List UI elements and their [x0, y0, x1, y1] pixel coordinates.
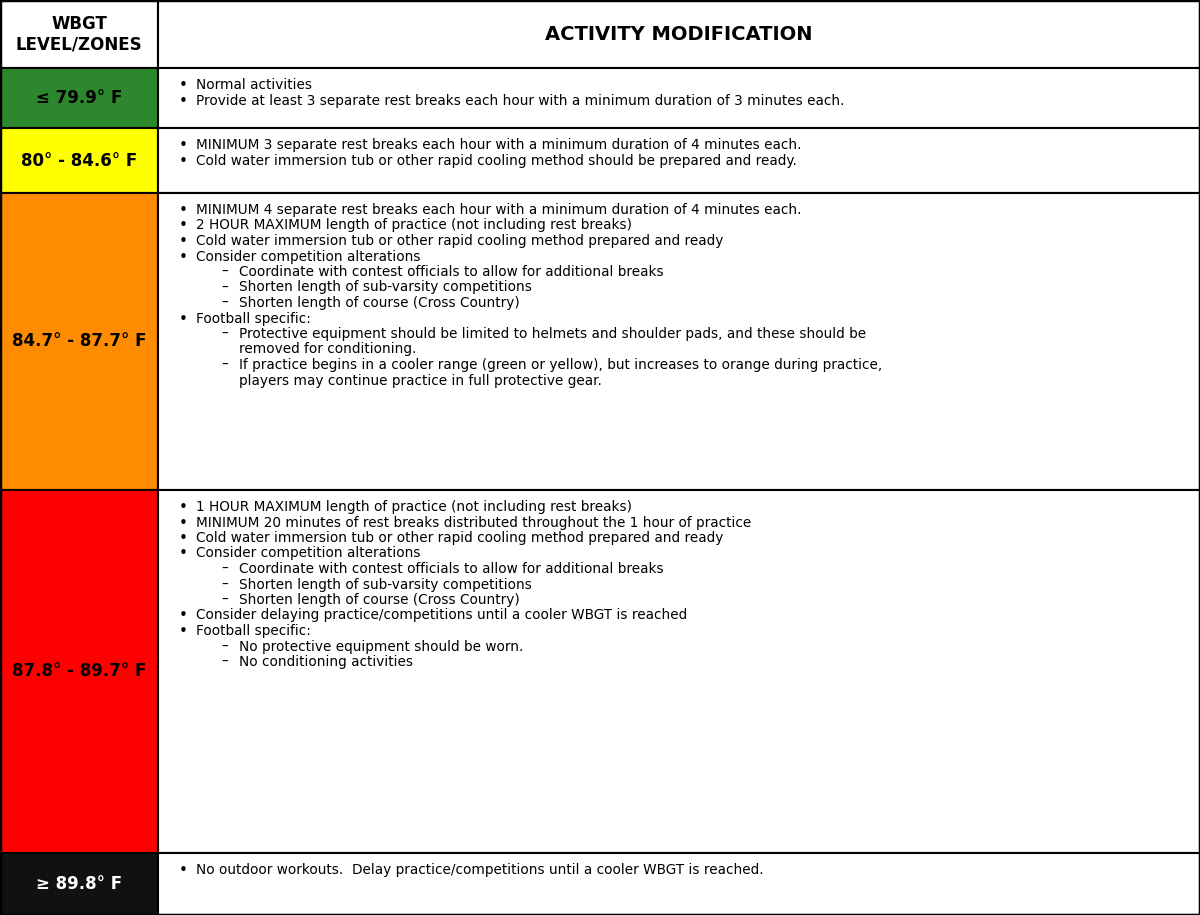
Bar	[158, 193, 1200, 490]
Bar	[158, 68, 1200, 128]
Text: 87.8° - 89.7° F: 87.8° - 89.7° F	[12, 662, 146, 681]
Text: If practice begins in a cooler range (green or yellow), but increases to orange : If practice begins in a cooler range (gr…	[240, 358, 883, 372]
Text: players may continue practice in full protective gear.: players may continue practice in full pr…	[240, 373, 602, 387]
Text: –: –	[222, 562, 228, 576]
Text: removed for conditioning.: removed for conditioning.	[240, 342, 416, 357]
Bar	[158, 853, 1200, 915]
Text: •: •	[179, 531, 187, 546]
Text: •: •	[179, 311, 187, 327]
Text: MINIMUM 3 separate rest breaks each hour with a minimum duration of 4 minutes ea: MINIMUM 3 separate rest breaks each hour…	[197, 138, 802, 152]
Text: •: •	[179, 608, 187, 623]
Text: –: –	[222, 655, 228, 669]
Text: Consider delaying practice/competitions until a cooler WBGT is reached: Consider delaying practice/competitions …	[197, 608, 688, 622]
Text: ACTIVITY MODIFICATION: ACTIVITY MODIFICATION	[546, 25, 812, 44]
Text: Football specific:: Football specific:	[197, 624, 311, 638]
Text: –: –	[222, 358, 228, 372]
Text: Shorten length of sub-varsity competitions: Shorten length of sub-varsity competitio…	[240, 281, 533, 295]
Text: 2 HOUR MAXIMUM length of practice (not including rest breaks): 2 HOUR MAXIMUM length of practice (not i…	[197, 219, 632, 232]
Text: •: •	[179, 154, 187, 168]
Text: •: •	[179, 624, 187, 639]
Text: Cold water immersion tub or other rapid cooling method prepared and ready: Cold water immersion tub or other rapid …	[197, 234, 724, 248]
Text: –: –	[222, 281, 228, 295]
Text: 84.7° - 87.7° F: 84.7° - 87.7° F	[12, 332, 146, 350]
Text: •: •	[179, 138, 187, 153]
Text: No protective equipment should be worn.: No protective equipment should be worn.	[240, 640, 523, 653]
Text: No outdoor workouts.  Delay practice/competitions until a cooler WBGT is reached: No outdoor workouts. Delay practice/comp…	[197, 863, 764, 877]
Text: –: –	[222, 640, 228, 653]
Text: –: –	[222, 265, 228, 279]
Text: •: •	[179, 93, 187, 109]
Bar	[0, 68, 158, 128]
Text: Coordinate with contest officials to allow for additional breaks: Coordinate with contest officials to all…	[240, 562, 664, 576]
Text: Consider competition alterations: Consider competition alterations	[197, 250, 421, 264]
Text: –: –	[222, 577, 228, 591]
Bar	[158, 128, 1200, 193]
Text: •: •	[179, 219, 187, 233]
Text: Football specific:: Football specific:	[197, 311, 311, 326]
Text: •: •	[179, 863, 187, 878]
Text: •: •	[179, 234, 187, 249]
Text: 80° - 84.6° F: 80° - 84.6° F	[22, 152, 137, 169]
Text: –: –	[222, 593, 228, 607]
Text: •: •	[179, 203, 187, 218]
Bar	[0, 490, 158, 853]
Text: ≤ 79.9° F: ≤ 79.9° F	[36, 89, 122, 107]
Bar	[158, 0, 1200, 68]
Text: Consider competition alterations: Consider competition alterations	[197, 546, 421, 561]
Text: Shorten length of course (Cross Country): Shorten length of course (Cross Country)	[240, 593, 520, 607]
Text: Protective equipment should be limited to helmets and shoulder pads, and these s: Protective equipment should be limited t…	[240, 327, 866, 341]
Text: •: •	[179, 250, 187, 264]
Text: •: •	[179, 515, 187, 531]
Text: Shorten length of sub-varsity competitions: Shorten length of sub-varsity competitio…	[240, 577, 533, 591]
Bar	[0, 193, 158, 490]
Text: •: •	[179, 546, 187, 562]
Text: No conditioning activities: No conditioning activities	[240, 655, 413, 669]
Text: ≥ 89.8° F: ≥ 89.8° F	[36, 875, 122, 893]
Text: MINIMUM 4 separate rest breaks each hour with a minimum duration of 4 minutes ea: MINIMUM 4 separate rest breaks each hour…	[197, 203, 802, 217]
Text: Provide at least 3 separate rest breaks each hour with a minimum duration of 3 m: Provide at least 3 separate rest breaks …	[197, 93, 845, 107]
Bar	[0, 853, 158, 915]
Text: •: •	[179, 78, 187, 93]
Text: WBGT
LEVEL/ZONES: WBGT LEVEL/ZONES	[16, 15, 143, 53]
Text: Cold water immersion tub or other rapid cooling method should be prepared and re: Cold water immersion tub or other rapid …	[197, 154, 797, 167]
Text: 1 HOUR MAXIMUM length of practice (not including rest breaks): 1 HOUR MAXIMUM length of practice (not i…	[197, 500, 632, 514]
Text: Coordinate with contest officials to allow for additional breaks: Coordinate with contest officials to all…	[240, 265, 664, 279]
Text: Shorten length of course (Cross Country): Shorten length of course (Cross Country)	[240, 296, 520, 310]
Text: Cold water immersion tub or other rapid cooling method prepared and ready: Cold water immersion tub or other rapid …	[197, 531, 724, 545]
Text: –: –	[222, 327, 228, 341]
Bar	[158, 490, 1200, 853]
Bar	[0, 0, 158, 68]
Text: MINIMUM 20 minutes of rest breaks distributed throughout the 1 hour of practice: MINIMUM 20 minutes of rest breaks distri…	[197, 515, 751, 530]
Text: •: •	[179, 500, 187, 515]
Bar	[0, 128, 158, 193]
Text: Normal activities: Normal activities	[197, 78, 312, 92]
Text: –: –	[222, 296, 228, 310]
